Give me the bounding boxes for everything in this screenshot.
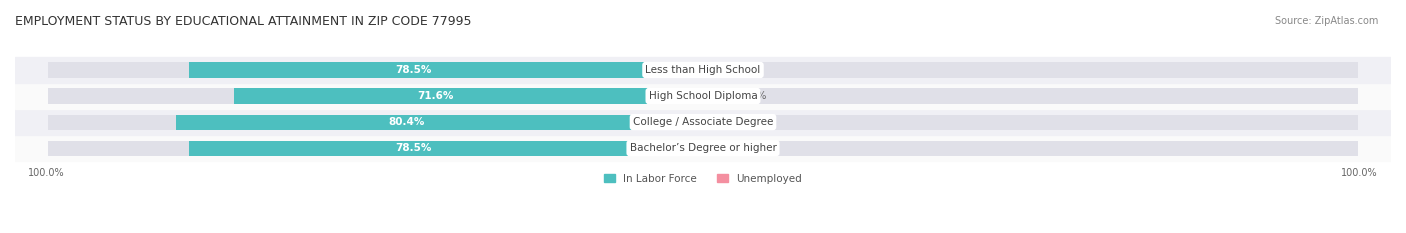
Bar <box>703 62 1358 78</box>
Text: 78.5%: 78.5% <box>395 65 432 75</box>
Bar <box>15 135 1391 161</box>
Text: High School Diploma: High School Diploma <box>648 91 758 101</box>
Text: 2.5%: 2.5% <box>735 143 762 153</box>
Text: 78.5%: 78.5% <box>395 143 432 153</box>
Text: EMPLOYMENT STATUS BY EDUCATIONAL ATTAINMENT IN ZIP CODE 77995: EMPLOYMENT STATUS BY EDUCATIONAL ATTAINM… <box>15 15 471 28</box>
Bar <box>48 89 703 104</box>
Text: College / Associate Degree: College / Associate Degree <box>633 117 773 127</box>
Bar <box>48 62 703 78</box>
Bar <box>703 89 1358 104</box>
Bar <box>703 89 723 104</box>
Text: 3.1%: 3.1% <box>740 91 766 101</box>
Text: Less than High School: Less than High School <box>645 65 761 75</box>
Text: 100.0%: 100.0% <box>28 168 65 178</box>
Legend: In Labor Force, Unemployed: In Labor Force, Unemployed <box>600 170 806 188</box>
Text: Bachelor’s Degree or higher: Bachelor’s Degree or higher <box>630 143 776 153</box>
Text: 100.0%: 100.0% <box>1341 168 1378 178</box>
Text: 80.4%: 80.4% <box>388 117 425 127</box>
Bar <box>15 109 1391 135</box>
Text: 71.6%: 71.6% <box>418 91 454 101</box>
Bar <box>188 62 703 78</box>
Bar <box>703 140 1358 156</box>
Bar <box>703 140 720 156</box>
Bar <box>188 140 703 156</box>
Bar <box>15 83 1391 109</box>
Bar <box>15 57 1391 83</box>
Bar <box>176 115 703 130</box>
Bar <box>48 140 703 156</box>
Bar <box>233 89 703 104</box>
Text: 0.0%: 0.0% <box>725 65 752 75</box>
Text: Source: ZipAtlas.com: Source: ZipAtlas.com <box>1274 16 1378 26</box>
Text: 0.0%: 0.0% <box>725 117 752 127</box>
Bar <box>703 115 1358 130</box>
Bar <box>48 115 703 130</box>
